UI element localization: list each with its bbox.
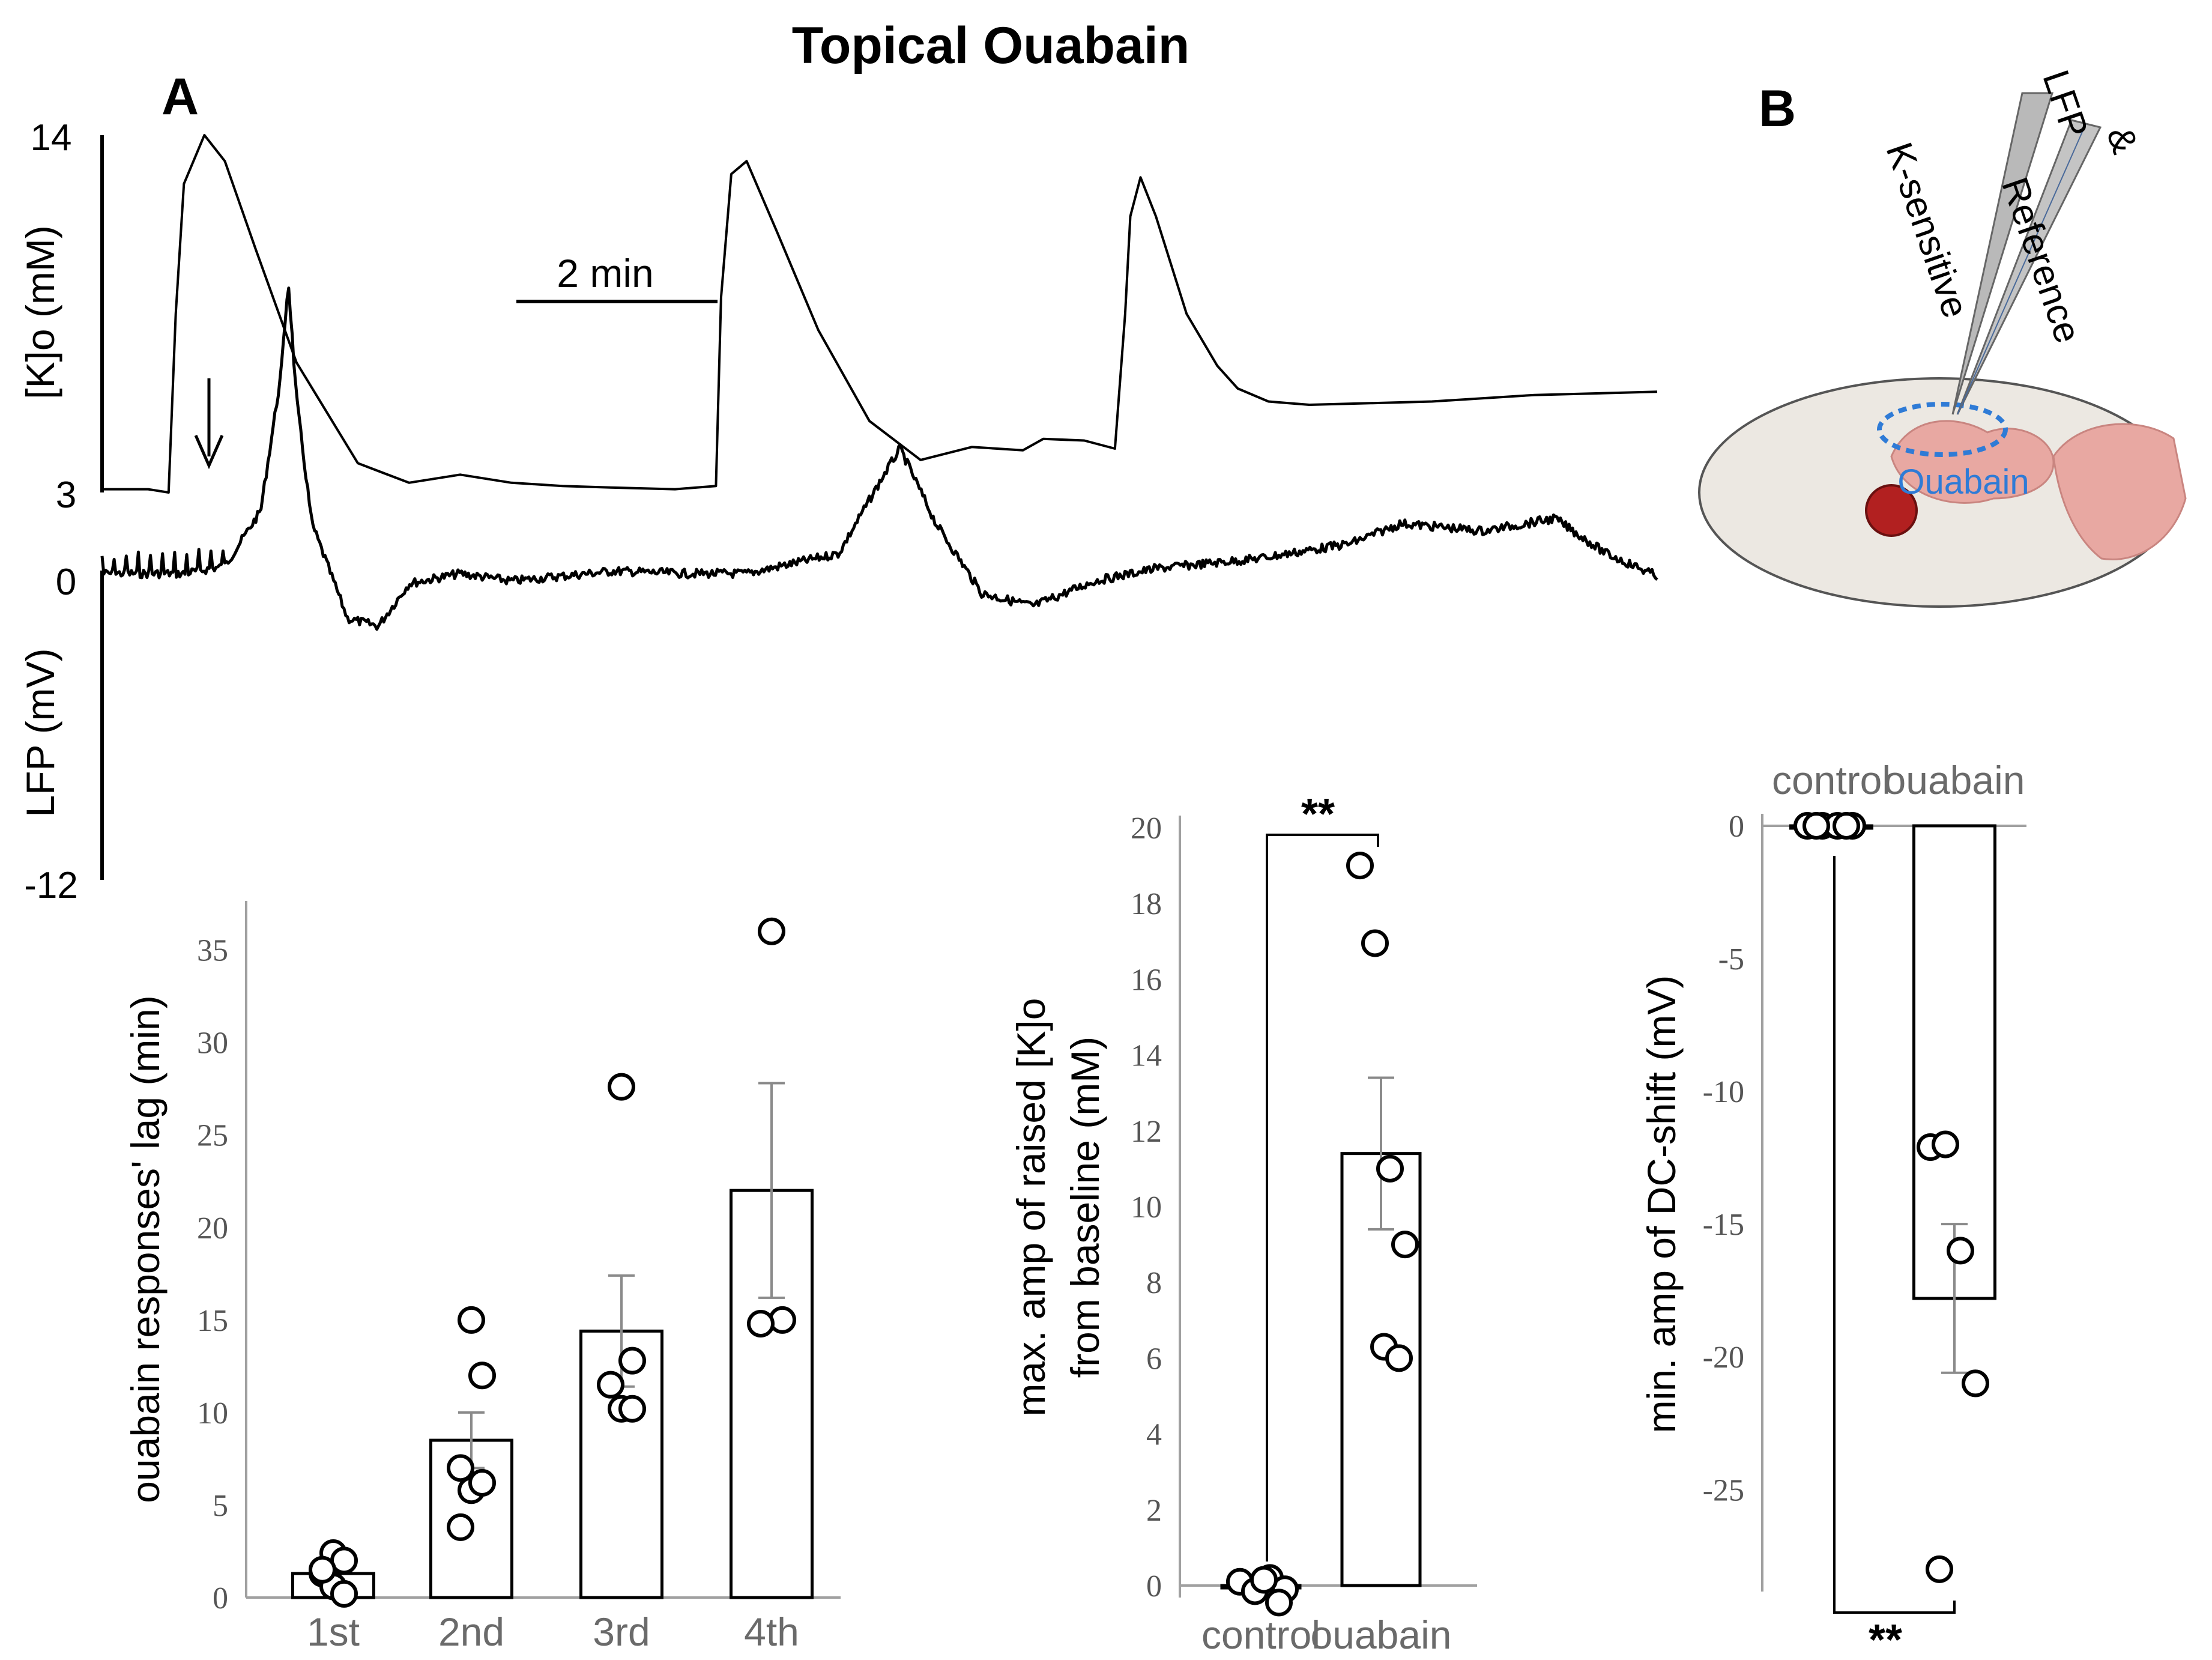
lfp-axis-label: LFP (mV) xyxy=(18,648,62,817)
scale-bar-label: 2 min xyxy=(557,251,653,295)
data-point xyxy=(1376,1154,1404,1183)
data-point xyxy=(608,1073,635,1101)
y-tick-label: -15 xyxy=(1703,1208,1744,1242)
lfp-trace-line xyxy=(100,286,1658,631)
y-tick-label: 0 xyxy=(1146,1569,1162,1604)
data-point xyxy=(618,1395,646,1423)
ko-axis-label: [K]o (mM) xyxy=(18,225,62,399)
y-tick-label: 4 xyxy=(1146,1418,1162,1452)
k-sensitive-electrode xyxy=(1951,92,2054,415)
data-point xyxy=(597,1371,624,1399)
bar-ouabain xyxy=(1912,824,1996,1300)
data-point xyxy=(1947,1237,1974,1265)
data-point xyxy=(1803,812,1830,840)
category-label-1st: 1st xyxy=(307,1610,360,1654)
panel-a-label: A xyxy=(162,68,199,126)
data-point xyxy=(1361,929,1389,957)
y-tick-label: 10 xyxy=(197,1396,228,1431)
time-scale-bar: 2 min xyxy=(516,251,718,303)
y-tick-label: 5 xyxy=(213,1489,228,1523)
max-amp-axis-label-2: from baseline (mM) xyxy=(1063,1037,1107,1378)
data-point xyxy=(447,1454,474,1482)
lfp-tick-bottom: -12 xyxy=(24,865,78,906)
y-tick-label: -5 xyxy=(1718,942,1744,977)
y-tick-label: 35 xyxy=(197,934,228,968)
category-label-2nd: 2nd xyxy=(438,1610,504,1654)
y-tick-label: 20 xyxy=(1131,811,1162,846)
ko-tick-bottom: 3 xyxy=(56,474,76,516)
y-tick-label: 16 xyxy=(1131,963,1162,997)
y-tick-label: 6 xyxy=(1146,1342,1162,1376)
data-point xyxy=(447,1513,474,1541)
data-point xyxy=(1926,1555,1953,1583)
significance-bracket xyxy=(1266,834,1379,1562)
y-tick-label: 8 xyxy=(1146,1266,1162,1300)
data-point xyxy=(468,1362,496,1390)
ko-trace-line xyxy=(102,134,1658,494)
data-point xyxy=(458,1306,485,1334)
application-arrow xyxy=(194,378,224,470)
lag-chart: 0 5 10 15 20 25 30 35 1st 2nd 3rd 4th ouabain respon… xyxy=(123,901,841,1654)
min-amp-axis-label: min. amp of DC-shift (mV) xyxy=(1639,975,1684,1434)
lfp-trace-panel: 0 -12 LFP (mV) xyxy=(18,286,1658,906)
y-tick-label: 15 xyxy=(197,1304,228,1338)
y-tick-label: -20 xyxy=(1703,1340,1744,1375)
ouabain-site-label: Ouabain xyxy=(1897,462,2029,501)
category-label-ouabain: ouabain xyxy=(1884,758,2025,802)
category-label-4th: 4th xyxy=(744,1610,799,1654)
category-label-control: control xyxy=(1772,758,1891,802)
y-tick-label: 30 xyxy=(197,1026,228,1061)
y-tick-label: -10 xyxy=(1703,1075,1744,1109)
y-tick-label: 0 xyxy=(213,1581,228,1616)
data-point xyxy=(309,1555,336,1584)
ko-tick-top: 14 xyxy=(31,117,72,159)
reference-label: Reference xyxy=(1993,172,2088,348)
ampersand-label: & xyxy=(2099,122,2146,159)
category-label-control: control xyxy=(1201,1613,1320,1657)
category-label-ouabain: ouabain xyxy=(1311,1613,1452,1657)
data-point xyxy=(618,1346,646,1375)
y-tick-label: 0 xyxy=(1729,810,1744,844)
y-tick-label: 25 xyxy=(197,1119,228,1153)
preparation-diagram: Ouabain K-sensitive LFP & Reference xyxy=(1698,65,2187,608)
y-tick-label: 12 xyxy=(1131,1115,1162,1149)
k-sensitive-label: K-sensitive xyxy=(1878,138,1976,323)
ko-trace-panel: 14 3 [K]o (mM) 2 min xyxy=(18,117,1658,516)
y-tick-label: 20 xyxy=(197,1211,228,1246)
significance-bracket xyxy=(1833,856,1956,1614)
lfp-tick-top: 0 xyxy=(56,562,76,603)
eye xyxy=(1865,484,1918,537)
data-point xyxy=(1265,1589,1293,1617)
data-point xyxy=(758,917,785,945)
data-point xyxy=(330,1580,358,1608)
data-point xyxy=(1391,1231,1419,1259)
y-tick-label: -25 xyxy=(1703,1473,1744,1507)
data-point xyxy=(468,1468,496,1497)
max-amp-axis-label: max. amp of raised [K]o xyxy=(1009,998,1053,1417)
data-point xyxy=(1962,1369,1989,1398)
data-point xyxy=(1932,1130,1959,1159)
data-point xyxy=(1250,1566,1278,1594)
y-tick-label: 18 xyxy=(1131,887,1162,921)
data-point xyxy=(1346,852,1374,880)
y-tick-label: 2 xyxy=(1146,1494,1162,1528)
significance-label: ** xyxy=(1869,1616,1902,1660)
figure-title: Topical Ouabain xyxy=(792,17,1190,74)
y-tick-label: 10 xyxy=(1131,1190,1162,1225)
data-point xyxy=(1833,812,1860,840)
category-label-3rd: 3rd xyxy=(593,1610,650,1654)
ouabain-site xyxy=(1877,402,2008,457)
data-point xyxy=(747,1310,775,1337)
data-point xyxy=(1385,1344,1413,1372)
panel-b-label: B xyxy=(1759,80,1796,138)
significance-label: ** xyxy=(1301,790,1335,838)
lfp-label: LFP xyxy=(2034,65,2096,143)
brain-region xyxy=(2052,423,2187,560)
y-tick-label: 14 xyxy=(1131,1039,1162,1073)
lag-axis-label: ouabain responses' lag (min) xyxy=(123,995,168,1503)
